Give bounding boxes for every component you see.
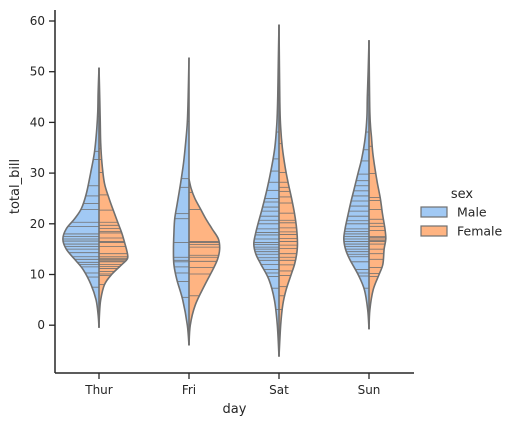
y-tick-label: 10 [30,268,45,282]
y-tick-label: 50 [30,65,45,79]
x-tick-label: Sat [269,383,289,397]
legend-title: sex [451,187,474,202]
violin-outline-male-sun [342,40,370,330]
violin-outline-female-sun [368,40,387,330]
y-axis-label: total_bill [8,159,23,214]
legend-label-male: Male [457,205,487,220]
y-tick-label: 20 [30,217,45,231]
violin-male-fri [173,57,189,346]
violin-female-sat [279,24,298,357]
y-tick-label: 0 [37,318,45,332]
x-tick-label: Thur [84,383,113,397]
x-axis-label: day [223,402,247,417]
violin-plot-area [62,24,387,357]
legend-swatch-female [420,225,448,237]
violin-male-thur [62,67,99,328]
violin-female-thur [99,67,128,328]
y-tick-label: 60 [30,14,45,28]
y-tick-label: 40 [30,115,45,129]
violin-outline-male-fri [172,57,190,346]
violin-female-fri [189,179,220,346]
x-tick-label: Fri [182,383,196,397]
violin-male-sun [343,40,369,330]
violin-outline-male-sat [252,24,280,357]
legend: sex Male Female [420,187,503,239]
violin-outline-male-thur [62,67,100,328]
y-tick-label: 30 [30,166,45,180]
x-tick-label: Sun [358,383,381,397]
violin-male-sat [253,24,279,357]
axes: 0 10 20 30 40 50 60 Thur Fri Sat Sun [30,10,414,397]
violin-outline-female-fri [188,179,221,346]
violin-outline-female-thur [98,67,129,328]
legend-label-female: Female [457,224,503,239]
legend-swatch-male [420,206,448,218]
violin-outline-female-sat [278,24,299,357]
